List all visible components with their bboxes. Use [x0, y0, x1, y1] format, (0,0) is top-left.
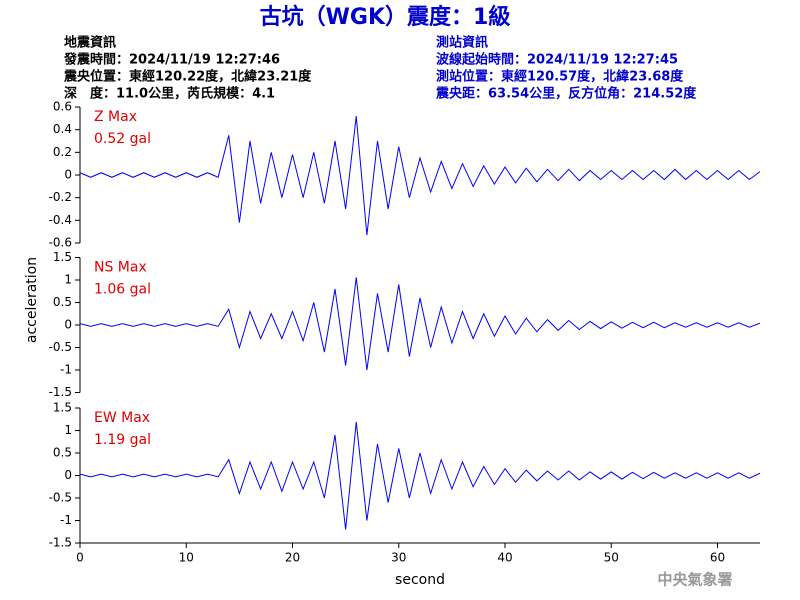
- waveform: [79, 277, 761, 371]
- x-tick-label: 0: [76, 551, 84, 565]
- info-left: 地震資訊: [64, 35, 116, 51]
- max-label: 1.06 gal: [94, 282, 151, 298]
- y-axis-label: acceleration: [24, 257, 40, 343]
- info-left: 深 度：11.0公里，芮氏規模：4.1: [64, 86, 275, 102]
- component-label: NS Max: [94, 260, 147, 276]
- component-label: Z Max: [94, 109, 137, 125]
- y-tick-label: 0.5: [53, 446, 72, 460]
- y-tick-label: 1.5: [53, 401, 72, 415]
- y-tick-label: -0.2: [49, 190, 72, 204]
- waveform: [79, 421, 761, 530]
- x-tick-label: 30: [391, 551, 406, 565]
- x-tick-label: 20: [285, 551, 300, 565]
- y-tick-label: -0.5: [49, 491, 72, 505]
- x-axis-label: second: [395, 572, 445, 588]
- info-left: 震央位置：東經120.22度，北緯23.21度: [63, 69, 312, 85]
- y-tick-label: 1: [64, 273, 72, 287]
- component-label: EW Max: [94, 410, 150, 426]
- chart-title: 古坑（WGK）震度：1級: [260, 4, 511, 30]
- y-tick-label: 1: [64, 423, 72, 437]
- y-tick-label: -1.5: [49, 536, 72, 550]
- y-tick-label: 0.4: [53, 122, 72, 136]
- x-tick-label: 60: [710, 551, 725, 565]
- y-tick-label: -0.6: [49, 236, 72, 250]
- y-tick-label: -0.5: [49, 340, 72, 354]
- info-left: 發震時間：2024/11/19 12:27:46: [63, 52, 280, 68]
- footer: 中央氣象署: [657, 571, 732, 589]
- x-tick-label: 50: [604, 551, 619, 565]
- y-tick-label: -0.4: [49, 213, 72, 227]
- x-tick-label: 10: [179, 551, 194, 565]
- max-label: 0.52 gal: [94, 131, 151, 147]
- y-tick-label: 0: [64, 468, 72, 482]
- y-tick-label: -1: [60, 363, 72, 377]
- y-tick-label: -1: [60, 513, 72, 527]
- y-tick-label: 1.5: [53, 250, 72, 264]
- y-tick-label: 0.5: [53, 295, 72, 309]
- info-right: 震央距：63.54公里，反方位角：214.52度: [435, 86, 697, 102]
- info-right: 測站資訊: [436, 35, 488, 51]
- y-tick-label: 0: [64, 168, 72, 182]
- y-tick-label: 0.2: [53, 145, 72, 159]
- info-right: 測站位置：東經120.57度，北緯23.68度: [436, 69, 684, 85]
- x-tick-label: 40: [497, 551, 512, 565]
- waveform: [79, 116, 761, 236]
- info-right: 波線起始時間：2024/11/19 12:27:45: [436, 52, 678, 68]
- y-tick-label: 0: [64, 318, 72, 332]
- y-tick-label: -1.5: [49, 385, 72, 399]
- y-tick-label: 0.6: [53, 100, 72, 114]
- max-label: 1.19 gal: [94, 432, 151, 448]
